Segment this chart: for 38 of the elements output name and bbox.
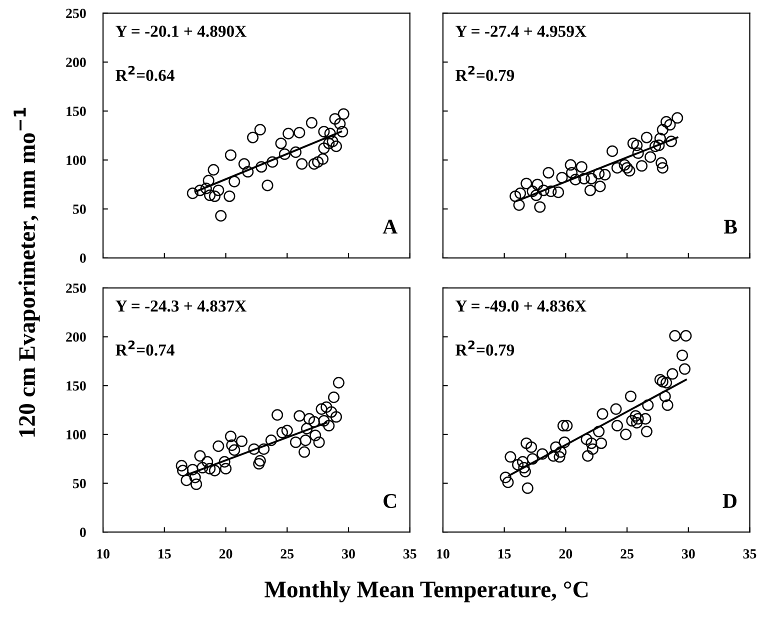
annotation: Y = -27.4 + 4.959X bbox=[456, 26, 586, 37]
x-tick-label: 20 bbox=[219, 549, 232, 559]
x-tick-label: 15 bbox=[158, 549, 171, 559]
annotation: B bbox=[724, 220, 737, 234]
y-tick-label: 250 bbox=[66, 8, 86, 18]
y-axis-title: 120 cm Evaporimeter, mm mo$^{−1}$ bbox=[14, 108, 40, 437]
x-tick-label: 15 bbox=[498, 549, 511, 559]
annotation: R$^{2}$=0.79 bbox=[456, 340, 514, 356]
x-tick-label: 35 bbox=[743, 549, 756, 559]
annotation: Y = -49.0 + 4.836X bbox=[456, 300, 586, 312]
y-tick-label: 250 bbox=[66, 284, 86, 293]
annotation: R$^{2}$=0.79 bbox=[456, 66, 514, 82]
annotation: Y = -24.3 + 4.837X bbox=[116, 300, 246, 312]
annotation: C bbox=[384, 494, 396, 508]
y-tick-label: 50 bbox=[73, 478, 86, 488]
annotation: R$^{2}$=0.74 bbox=[116, 340, 174, 356]
x-axis-title: Monthly Mean Temperature, °C bbox=[264, 580, 588, 602]
x-tick-label: 10 bbox=[97, 549, 110, 559]
y-tick-label: 150 bbox=[66, 381, 86, 391]
y-tick-label: 200 bbox=[66, 332, 86, 342]
y-tick-label: 150 bbox=[66, 106, 86, 116]
annotation: D bbox=[722, 494, 736, 508]
x-tick-label: 30 bbox=[342, 549, 355, 559]
y-tick-label: 0 bbox=[80, 253, 86, 263]
y-tick-label: 100 bbox=[66, 430, 86, 440]
annotation: R$^{2}$=0.64 bbox=[116, 66, 174, 82]
annotation: Y = -20.1 + 4.890X bbox=[116, 26, 246, 37]
y-tick-label: 0 bbox=[80, 528, 86, 538]
y-tick-label: 200 bbox=[66, 58, 86, 68]
x-tick-label: 30 bbox=[682, 549, 695, 559]
x-tick-label: 10 bbox=[437, 549, 450, 559]
y-tick-label: 50 bbox=[73, 204, 86, 214]
annotation: A bbox=[382, 220, 398, 234]
x-tick-label: 25 bbox=[620, 549, 634, 559]
y-tick-label: 100 bbox=[66, 156, 86, 165]
x-tick-label: 25 bbox=[280, 549, 294, 559]
x-tick-label: 35 bbox=[403, 549, 416, 559]
x-tick-label: 20 bbox=[559, 549, 572, 559]
